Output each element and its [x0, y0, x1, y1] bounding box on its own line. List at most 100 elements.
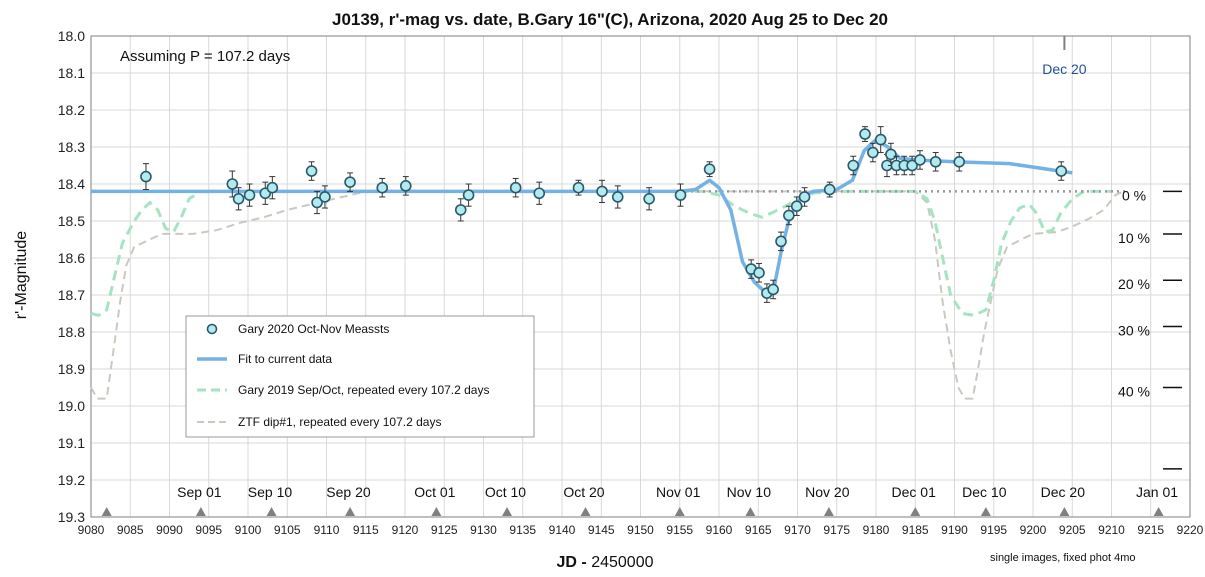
percent-label: 40 % [1118, 384, 1150, 400]
date-marker-triangle [345, 507, 356, 516]
legend-entry-label: Gary 2020 Oct-Nov Meassts [238, 322, 389, 336]
y-tick-label: 19.3 [58, 509, 85, 525]
date-marker-triangle [195, 507, 206, 516]
data-point [767, 283, 779, 296]
x-tick-label: 9175 [823, 523, 850, 537]
data-point [462, 189, 475, 201]
plot-border [90, 35, 1191, 518]
date-marker-triangle [580, 507, 591, 516]
x-axis-label-rest: 2450000 [587, 554, 654, 571]
data-point [674, 189, 687, 201]
date-marker-triangle [910, 507, 921, 516]
data-point [596, 185, 608, 198]
date-marker-triangle [745, 507, 756, 516]
month-labels: Sep 01 Sep 10 Sep 20 Oct 01 Oct 10 Oct 20 Nov … [177, 484, 1178, 500]
data-point [319, 191, 331, 203]
x-tick-label: 9125 [431, 523, 458, 537]
x-tick-label: 9220 [1177, 523, 1204, 537]
month-label: Dec 01 [892, 484, 937, 500]
y-tick-label: 18.1 [58, 65, 85, 81]
data-point [953, 156, 966, 168]
month-label: Jan 01 [1136, 484, 1178, 500]
x-tick-label: 9170 [784, 523, 811, 537]
x-tick-label: 9165 [745, 523, 772, 537]
y-tick-label: 18.0 [58, 28, 85, 44]
data-point [611, 191, 624, 203]
x-tick-label: 9120 [392, 523, 419, 537]
date-marker-triangle [502, 507, 513, 516]
y-tick-label: 18.6 [58, 250, 85, 266]
month-label: Sep 20 [326, 484, 371, 500]
data-point [874, 133, 887, 146]
x-tick-label: 9180 [863, 523, 890, 537]
data-point [305, 165, 318, 177]
data-point [344, 176, 356, 188]
date-marker-triangle [1153, 507, 1164, 516]
x-tick-label: 9195 [980, 523, 1007, 537]
data-point [140, 170, 152, 183]
gary-2019-repeat-series [90, 189, 1112, 317]
percent-label: 30 % [1118, 322, 1150, 338]
data-point [232, 193, 245, 205]
x-tick-label: 9115 [353, 523, 379, 537]
dec20-marker: Dec 20 [1042, 36, 1087, 77]
x-tick-label: 9110 [314, 523, 340, 537]
x-tick-label: 9200 [1020, 523, 1047, 537]
percent-label: 20 % [1118, 276, 1150, 292]
percent-scale: 0 % 10 % 20 % 30 % 40 % [1118, 187, 1182, 470]
month-label: Oct 10 [485, 484, 526, 500]
data-point [1055, 165, 1068, 177]
legend: Gary 2020 Oct-Nov Meassts Fit to current … [185, 315, 535, 438]
data-point [399, 180, 412, 192]
x-tick-label: 9210 [1098, 523, 1125, 537]
chart-title: J0139, r'-mag vs. date, B.Gary 16"(C), A… [332, 10, 888, 29]
date-marker-triangle [431, 507, 442, 516]
period-annotation: Assuming P = 107.2 days [120, 48, 290, 65]
x-tick-label: 9130 [470, 523, 497, 537]
x-tick-label: 9095 [195, 523, 222, 537]
month-label: Oct 20 [563, 484, 604, 500]
month-label: Oct 01 [414, 484, 455, 500]
data-point [311, 196, 323, 209]
y-tick-label: 18.5 [58, 213, 85, 229]
legend-entry-label: ZTF dip#1, repeated every 107.2 days [238, 415, 441, 429]
x-tick-label: 9100 [235, 523, 262, 537]
month-label: Dec 10 [962, 484, 1007, 500]
x-tick-label: 9155 [666, 523, 693, 537]
y-tick-label: 18.8 [58, 324, 85, 340]
y-tick-label: 18.2 [58, 102, 85, 118]
x-tick-label: 9190 [941, 523, 968, 537]
x-tick-label: 9205 [1059, 523, 1086, 537]
data-point [753, 266, 765, 279]
legend-entry-label: Gary 2019 Sep/Oct, repeated every 107.2 … [238, 383, 489, 397]
y-tick-label: 18.9 [58, 361, 85, 377]
data-point [703, 163, 716, 175]
date-markers [101, 507, 1164, 516]
data-point [867, 146, 879, 159]
data-point [243, 189, 256, 201]
dec20-label: Dec 20 [1042, 61, 1087, 77]
data-point [859, 128, 871, 140]
date-marker-triangle [980, 507, 991, 516]
y-tick-label: 19.0 [58, 398, 85, 414]
x-tick-labels: 9080 9085 9090 9095 9100 9105 9110 9115 9120 9125… [78, 523, 1204, 537]
data-point [783, 209, 795, 222]
measurement-series [140, 126, 1068, 303]
y-axis-label: r'-Magnitude [13, 231, 30, 320]
x-tick-label: 9215 [1137, 523, 1164, 537]
x-axis-label-bold: JD - [557, 554, 587, 571]
month-label: Sep 10 [248, 484, 293, 500]
plot-frame [90, 35, 1191, 518]
legend-entry-label: Fit to current data [238, 352, 332, 366]
date-marker-triangle [674, 507, 685, 516]
date-marker-triangle [101, 507, 112, 516]
month-label: Nov 01 [656, 484, 701, 500]
data-point [798, 191, 811, 203]
month-label: Nov 10 [727, 484, 772, 500]
y-tick-label: 19.1 [58, 435, 85, 451]
x-tick-label: 9160 [706, 523, 733, 537]
y-tick-label: 19.2 [58, 472, 85, 488]
date-marker-triangle [823, 507, 834, 516]
month-label: Sep 01 [177, 484, 222, 500]
